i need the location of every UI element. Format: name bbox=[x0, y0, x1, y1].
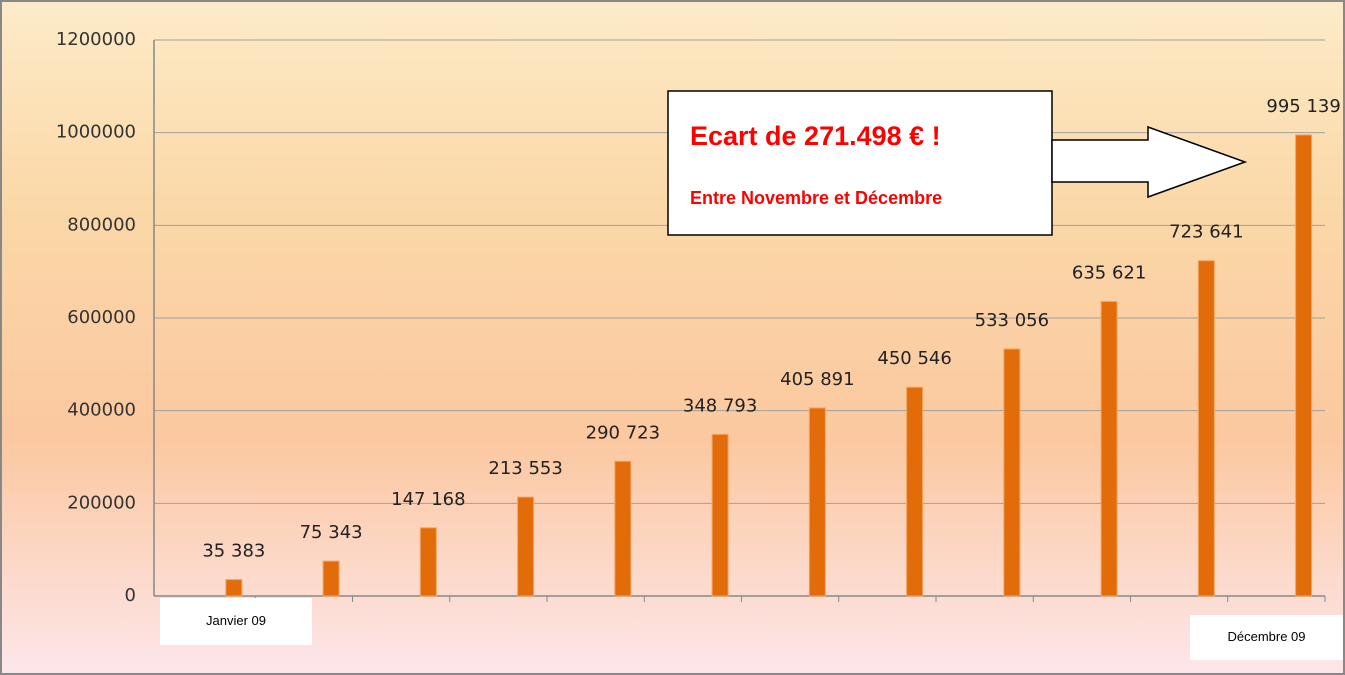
bar bbox=[906, 386, 924, 597]
bar bbox=[1295, 134, 1313, 597]
value-label: 290 723 bbox=[586, 422, 660, 443]
y-tick-label: 1000000 bbox=[56, 122, 136, 143]
y-tick-label: 400000 bbox=[67, 400, 136, 421]
bar bbox=[808, 407, 826, 597]
value-label: 35 383 bbox=[202, 541, 265, 562]
y-tick-label: 600000 bbox=[67, 307, 136, 328]
value-label: 348 793 bbox=[683, 395, 757, 416]
y-tick-label: 800000 bbox=[67, 214, 136, 235]
category-box bbox=[1190, 615, 1343, 660]
bar bbox=[614, 460, 632, 597]
bar bbox=[1100, 300, 1118, 597]
x-tick-label: Décembre 09 bbox=[1227, 629, 1305, 644]
y-tick-label: 200000 bbox=[67, 492, 136, 513]
value-label: 635 621 bbox=[1072, 262, 1146, 283]
value-label: 450 546 bbox=[877, 348, 951, 369]
annotation: Ecart de 271.498 € ! Entre Novembre et D… bbox=[667, 90, 1248, 236]
y-tick-label: 0 bbox=[125, 585, 136, 606]
value-label: 147 168 bbox=[391, 489, 465, 510]
value-label: 533 056 bbox=[975, 310, 1049, 331]
x-tick-label: Janvier 09 bbox=[206, 613, 266, 628]
value-label: 213 553 bbox=[488, 458, 562, 479]
bar bbox=[1197, 260, 1215, 597]
bar bbox=[711, 433, 729, 597]
value-label: 723 641 bbox=[1169, 222, 1243, 243]
category-box bbox=[160, 598, 312, 645]
bar bbox=[322, 560, 340, 597]
bar bbox=[1003, 348, 1021, 597]
annotation-subtitle: Entre Novembre et Décembre bbox=[690, 188, 942, 208]
value-label: 405 891 bbox=[780, 369, 854, 390]
value-label: 995 139 bbox=[1266, 96, 1340, 117]
annotation-title: Ecart de 271.498 € ! bbox=[690, 121, 941, 151]
bar bbox=[419, 527, 437, 597]
y-tick-label: 1200000 bbox=[56, 29, 136, 50]
bar bbox=[225, 579, 243, 597]
bar bbox=[517, 496, 535, 597]
value-label: 75 343 bbox=[300, 522, 363, 543]
